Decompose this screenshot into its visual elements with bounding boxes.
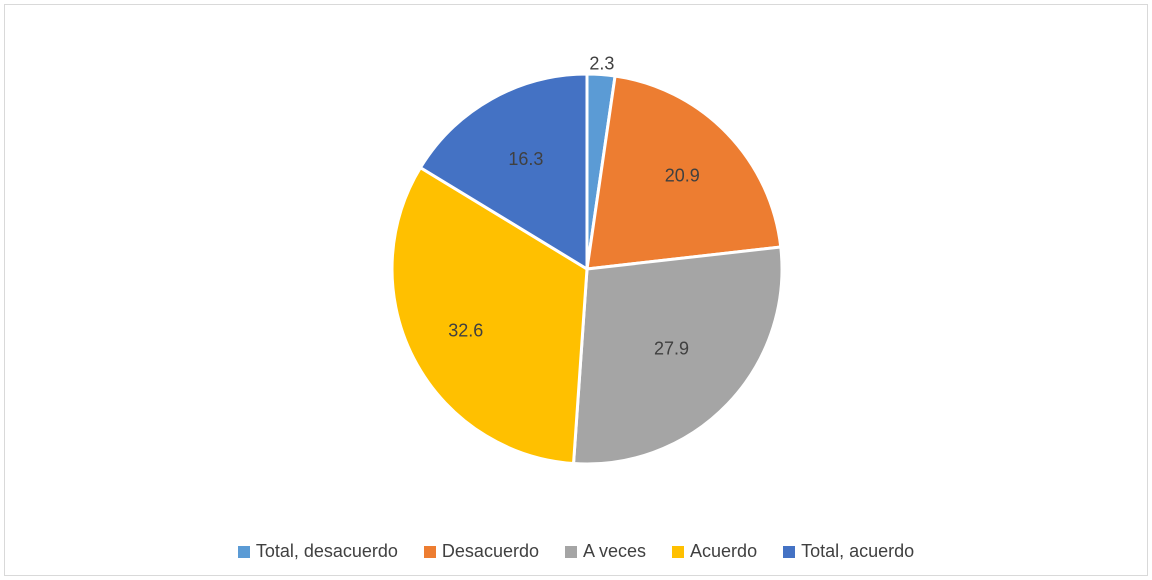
legend-item-1: Total, desacuerdo <box>237 541 398 562</box>
legend-swatch-3 <box>564 545 577 558</box>
pie-slice-3 <box>571 245 784 466</box>
legend-label-2: Desacuerdo <box>441 541 539 561</box>
legend-swatch-1 <box>237 545 250 558</box>
data-label-5: 16.3 <box>508 149 543 169</box>
legend: Total, desacuerdo Desacuerdo A veces Acuerd… <box>5 541 1147 562</box>
legend-item-5: Total, acuerdo <box>783 541 914 562</box>
chart-area: 2.3 20.9 27.9 32.6 16.3 Total, desacuerdo Des… <box>4 4 1148 576</box>
legend-swatch-5 <box>783 545 796 558</box>
data-label-3: 27.9 <box>654 339 689 359</box>
legend-item-4: Acuerdo <box>672 541 757 562</box>
legend-swatch-2 <box>423 545 436 558</box>
pie-chart: 2.3 20.9 27.9 32.6 16.3 <box>390 53 784 466</box>
pie-slice-4 <box>390 165 589 466</box>
pie-slice-5 <box>418 72 589 272</box>
pie-slice-2 <box>585 74 783 271</box>
legend-item-3: A veces <box>564 541 647 562</box>
data-label-1: 2.3 <box>589 53 614 73</box>
data-label-4: 32.6 <box>448 320 483 340</box>
legend-item-2: Desacuerdo <box>423 541 539 562</box>
legend-label-5: Total, acuerdo <box>801 541 915 561</box>
legend-label-3: A veces <box>582 541 647 561</box>
legend-swatch-4 <box>672 545 685 558</box>
legend-label-4: Acuerdo <box>690 541 758 561</box>
data-label-2: 20.9 <box>665 165 700 185</box>
legend-label-1: Total, desacuerdo <box>255 541 398 561</box>
